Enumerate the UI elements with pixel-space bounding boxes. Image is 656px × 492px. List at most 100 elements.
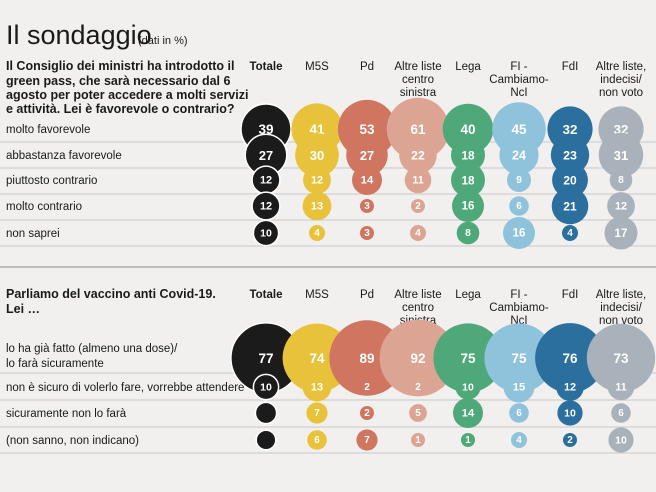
bubble [453, 398, 483, 428]
bubble-value: 12 [311, 175, 323, 187]
bubble [456, 221, 480, 245]
bubble-value: 10 [462, 382, 474, 394]
bubble-value: 4 [567, 228, 573, 239]
bubble [607, 373, 635, 401]
bubble [303, 166, 331, 194]
column-header: FdI [562, 61, 579, 73]
column-header: FdI [562, 289, 579, 301]
bubble-value: 6 [618, 408, 624, 419]
bubble [442, 103, 494, 155]
bubble-value: 27 [259, 148, 273, 163]
column-header: Pd [360, 289, 374, 301]
column-header: M5S [305, 61, 329, 73]
bubble-value: 17 [615, 227, 628, 240]
bubble-value: 89 [359, 351, 374, 366]
survey-sections: Il Consiglio dei ministri ha introdotto … [0, 59, 656, 454]
bubble [461, 433, 475, 447]
bubble [562, 225, 578, 241]
bubble-value: 76 [562, 351, 578, 366]
bubble-value: 2 [364, 408, 370, 419]
bubble-value: 2 [415, 382, 421, 393]
row-label: non saprei [6, 228, 60, 240]
bubble-value: 12 [260, 175, 272, 187]
bubble [611, 403, 631, 423]
bubble [607, 192, 635, 220]
column-header: Altre liste, indecisi/non voto [596, 289, 647, 327]
bubble-value: 27 [360, 148, 374, 163]
bubble [302, 191, 332, 221]
bubble [503, 217, 535, 249]
bubble [608, 427, 634, 453]
column-header: Pd [360, 61, 374, 73]
bubble [604, 216, 638, 250]
bubble-value: 7 [364, 435, 370, 446]
column-header: FI -Cambiamo-NcI [489, 61, 549, 99]
bubble [295, 133, 339, 177]
bubble-value: 24 [512, 149, 526, 163]
question-text: Parliamo del vaccino anti Covid-19. Lei … [6, 287, 216, 316]
bubble-value: 39 [258, 122, 273, 137]
row-label: (non sanno, non indicano) [6, 435, 139, 447]
page-title: Il sondaggio [6, 20, 152, 50]
bubble [503, 371, 535, 403]
bubble-value: 13 [311, 201, 323, 213]
column-header: Altre liste, indecisi/non voto [596, 61, 647, 99]
bubble-value: 41 [309, 122, 325, 137]
bubble [451, 163, 485, 197]
bubble-value: 8 [465, 228, 471, 239]
bubble-value: 10 [564, 408, 576, 420]
bubble [511, 432, 527, 448]
bubble-value: 18 [461, 174, 475, 188]
row-label: molto contrario [6, 201, 82, 213]
bubble-value: 4 [516, 435, 522, 446]
bubble [509, 196, 529, 216]
bubble [586, 323, 656, 393]
bubble [302, 372, 332, 402]
bubble-value: 61 [410, 122, 426, 137]
bubble [356, 429, 378, 451]
bubble [550, 135, 590, 175]
bubble [399, 136, 437, 174]
column-header: Lega [455, 61, 481, 73]
bubble [598, 132, 644, 178]
bubble [409, 404, 427, 422]
bubble [507, 168, 531, 192]
bubble [455, 374, 481, 400]
bubble-value: 45 [511, 122, 527, 137]
column-header: Totale [249, 289, 282, 301]
bubble-value: 1 [415, 435, 421, 446]
bubble-value: 31 [614, 148, 629, 163]
bubble [563, 433, 577, 447]
bubble [379, 319, 457, 397]
bubble-value: 3 [364, 228, 370, 239]
bubble-value: 4 [314, 228, 320, 239]
bubble-value: 16 [462, 201, 475, 213]
bubble [404, 166, 432, 194]
bubble [346, 134, 388, 176]
survey-section-2: Parliamo del vaccino anti Covid-19. Lei …… [0, 287, 656, 454]
bubble-value: 12 [564, 382, 576, 394]
bubble-value: 6 [314, 435, 320, 446]
bubble [252, 373, 280, 401]
bubble-value: 6 [263, 435, 269, 446]
bubble-value: 73 [613, 351, 629, 366]
bubble [411, 199, 425, 213]
column-header: M5S [305, 289, 329, 301]
bubble-value: 92 [410, 351, 425, 366]
bubble-value: 30 [310, 148, 325, 163]
bubble-value: 2 [567, 435, 573, 446]
bubble [452, 190, 484, 222]
bubble [535, 323, 605, 393]
bubble-value: 18 [461, 149, 475, 163]
bubble-value: 12 [260, 201, 272, 213]
bubble [255, 429, 277, 451]
bubble [433, 323, 503, 393]
bubble-value: 10 [615, 435, 627, 447]
bubble-value: 6 [516, 408, 522, 419]
bubble-value: 21 [563, 200, 577, 214]
bubble-value: 7 [314, 408, 320, 419]
bubble-value: 22 [411, 149, 425, 163]
bubble-value: 32 [563, 122, 578, 137]
